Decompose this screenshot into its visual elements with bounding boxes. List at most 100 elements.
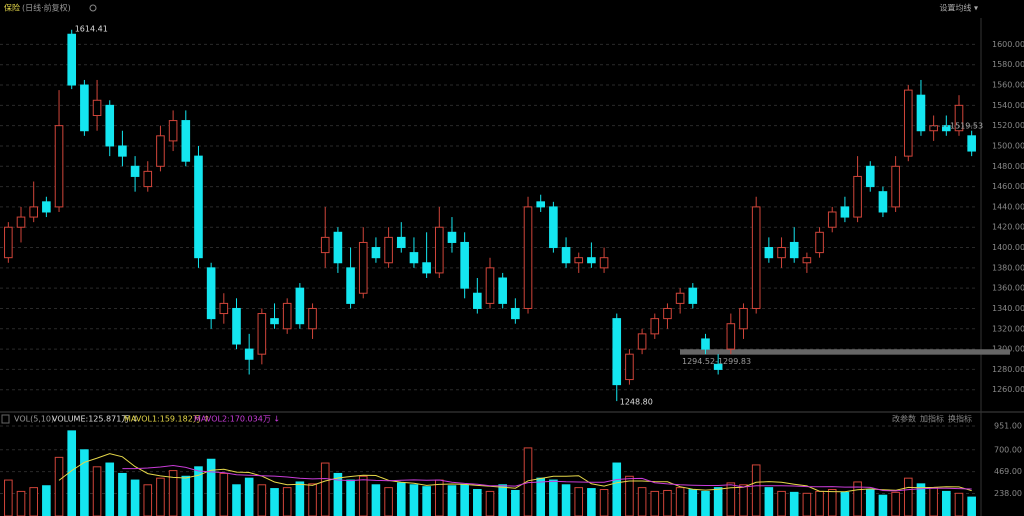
volume-bar [42, 485, 51, 516]
volume-bar [282, 487, 292, 516]
button[interactable]: 加指标 [920, 414, 944, 424]
candle-body [257, 313, 267, 355]
candle-body [181, 120, 191, 162]
y-tick-label: 1600.00 [992, 40, 1024, 49]
volume-bar [105, 462, 115, 516]
candle-body [536, 201, 546, 208]
vol-ma-line [58, 453, 972, 493]
volume-bar [840, 491, 850, 516]
y-tick-label: 1540.00 [992, 101, 1024, 110]
volume-bar [320, 462, 330, 516]
candle-body [333, 231, 343, 264]
volume-bar [688, 489, 698, 516]
candle-body [878, 191, 888, 213]
candle-body [688, 287, 698, 304]
volume-bar [16, 490, 26, 516]
min-label: 1248.80 [620, 398, 653, 407]
period-label: (日线·前复权) [22, 3, 71, 13]
volume-bar [511, 489, 520, 516]
candle-body [954, 104, 964, 132]
volume-bar [54, 456, 64, 516]
volume-bar [891, 491, 900, 516]
candle-body [80, 84, 89, 132]
volume-bar [789, 491, 799, 516]
candle-body [473, 292, 482, 309]
volume-bar [903, 477, 913, 516]
volume-bar [599, 489, 609, 516]
volume-bar [118, 472, 127, 516]
candle-body [232, 307, 241, 345]
volume-bar [549, 479, 558, 516]
candle-body [549, 206, 558, 249]
candle-body [802, 257, 812, 264]
volume-bar [637, 487, 647, 516]
candle-body [396, 236, 406, 249]
volume-bar [422, 486, 431, 516]
ma-settings[interactable]: 设置均线 ▾ [939, 3, 978, 13]
volume-bar [865, 489, 875, 516]
volume-bar [447, 485, 457, 516]
candle-body [713, 363, 723, 370]
volume-bar [587, 488, 596, 516]
candle-body [701, 338, 710, 350]
candle-body [827, 211, 837, 228]
candle-body [105, 104, 115, 147]
candle-body [815, 231, 824, 254]
volume-bar [612, 462, 622, 516]
volume-bar [409, 484, 419, 516]
candle-body [637, 333, 647, 350]
volume-bar [80, 449, 89, 516]
y-tick-label: 1440.00 [992, 202, 1024, 211]
vol-tick-label: 700.00 [994, 445, 1022, 454]
candle-body [625, 353, 634, 381]
volume-bar [67, 430, 77, 516]
volume-bar [498, 484, 507, 516]
candle-body [92, 99, 102, 116]
volume-bar [561, 484, 571, 516]
volume-bar [954, 492, 964, 516]
volume-bar [929, 487, 938, 516]
volume-bar [650, 490, 660, 516]
button[interactable]: 改参数 [892, 414, 916, 424]
volume-bar [358, 475, 368, 516]
candle-body [42, 201, 51, 213]
volume-bar [308, 483, 317, 516]
candle-body [840, 206, 850, 218]
candle-body [599, 257, 609, 269]
candle-body [295, 287, 305, 325]
volume-bar [663, 489, 672, 516]
band-label: 1294.52-1299.83 [682, 357, 751, 366]
candle-body [916, 94, 926, 132]
settings-icon[interactable] [89, 4, 97, 12]
volume-bar [346, 479, 355, 516]
volume-bar [257, 484, 267, 516]
volume-bar [701, 490, 710, 516]
volume-bar [194, 466, 203, 516]
volume-bar [967, 496, 976, 516]
candle-body [460, 241, 469, 289]
y-tick-label: 1480.00 [992, 162, 1024, 171]
candle-body [308, 307, 317, 330]
candle-body [244, 348, 254, 360]
volume-bar [485, 490, 495, 516]
y-tick-label: 1380.00 [992, 263, 1024, 272]
help-icon[interactable] [1, 414, 10, 424]
volume-bar [232, 484, 241, 516]
candle-body [853, 175, 862, 218]
volume-bar [675, 487, 685, 516]
last-price-label: 1519.53 [950, 122, 983, 131]
y-tick-label: 1400.00 [992, 243, 1024, 252]
volume-bar [156, 477, 165, 516]
candle-body [561, 247, 571, 264]
mavol2: MAVOL2:170.034万 ↓ [194, 415, 280, 424]
y-tick-label: 1260.00 [992, 385, 1024, 394]
volume-bar [130, 479, 140, 516]
y-tick-label: 1320.00 [992, 324, 1024, 333]
candle-body [434, 226, 444, 274]
button[interactable]: 换指标 [948, 414, 972, 424]
volume-bar [295, 481, 305, 516]
candle-body [4, 226, 13, 259]
candle-body [130, 165, 140, 177]
volume-bar [802, 492, 812, 516]
candle-body [143, 170, 153, 188]
